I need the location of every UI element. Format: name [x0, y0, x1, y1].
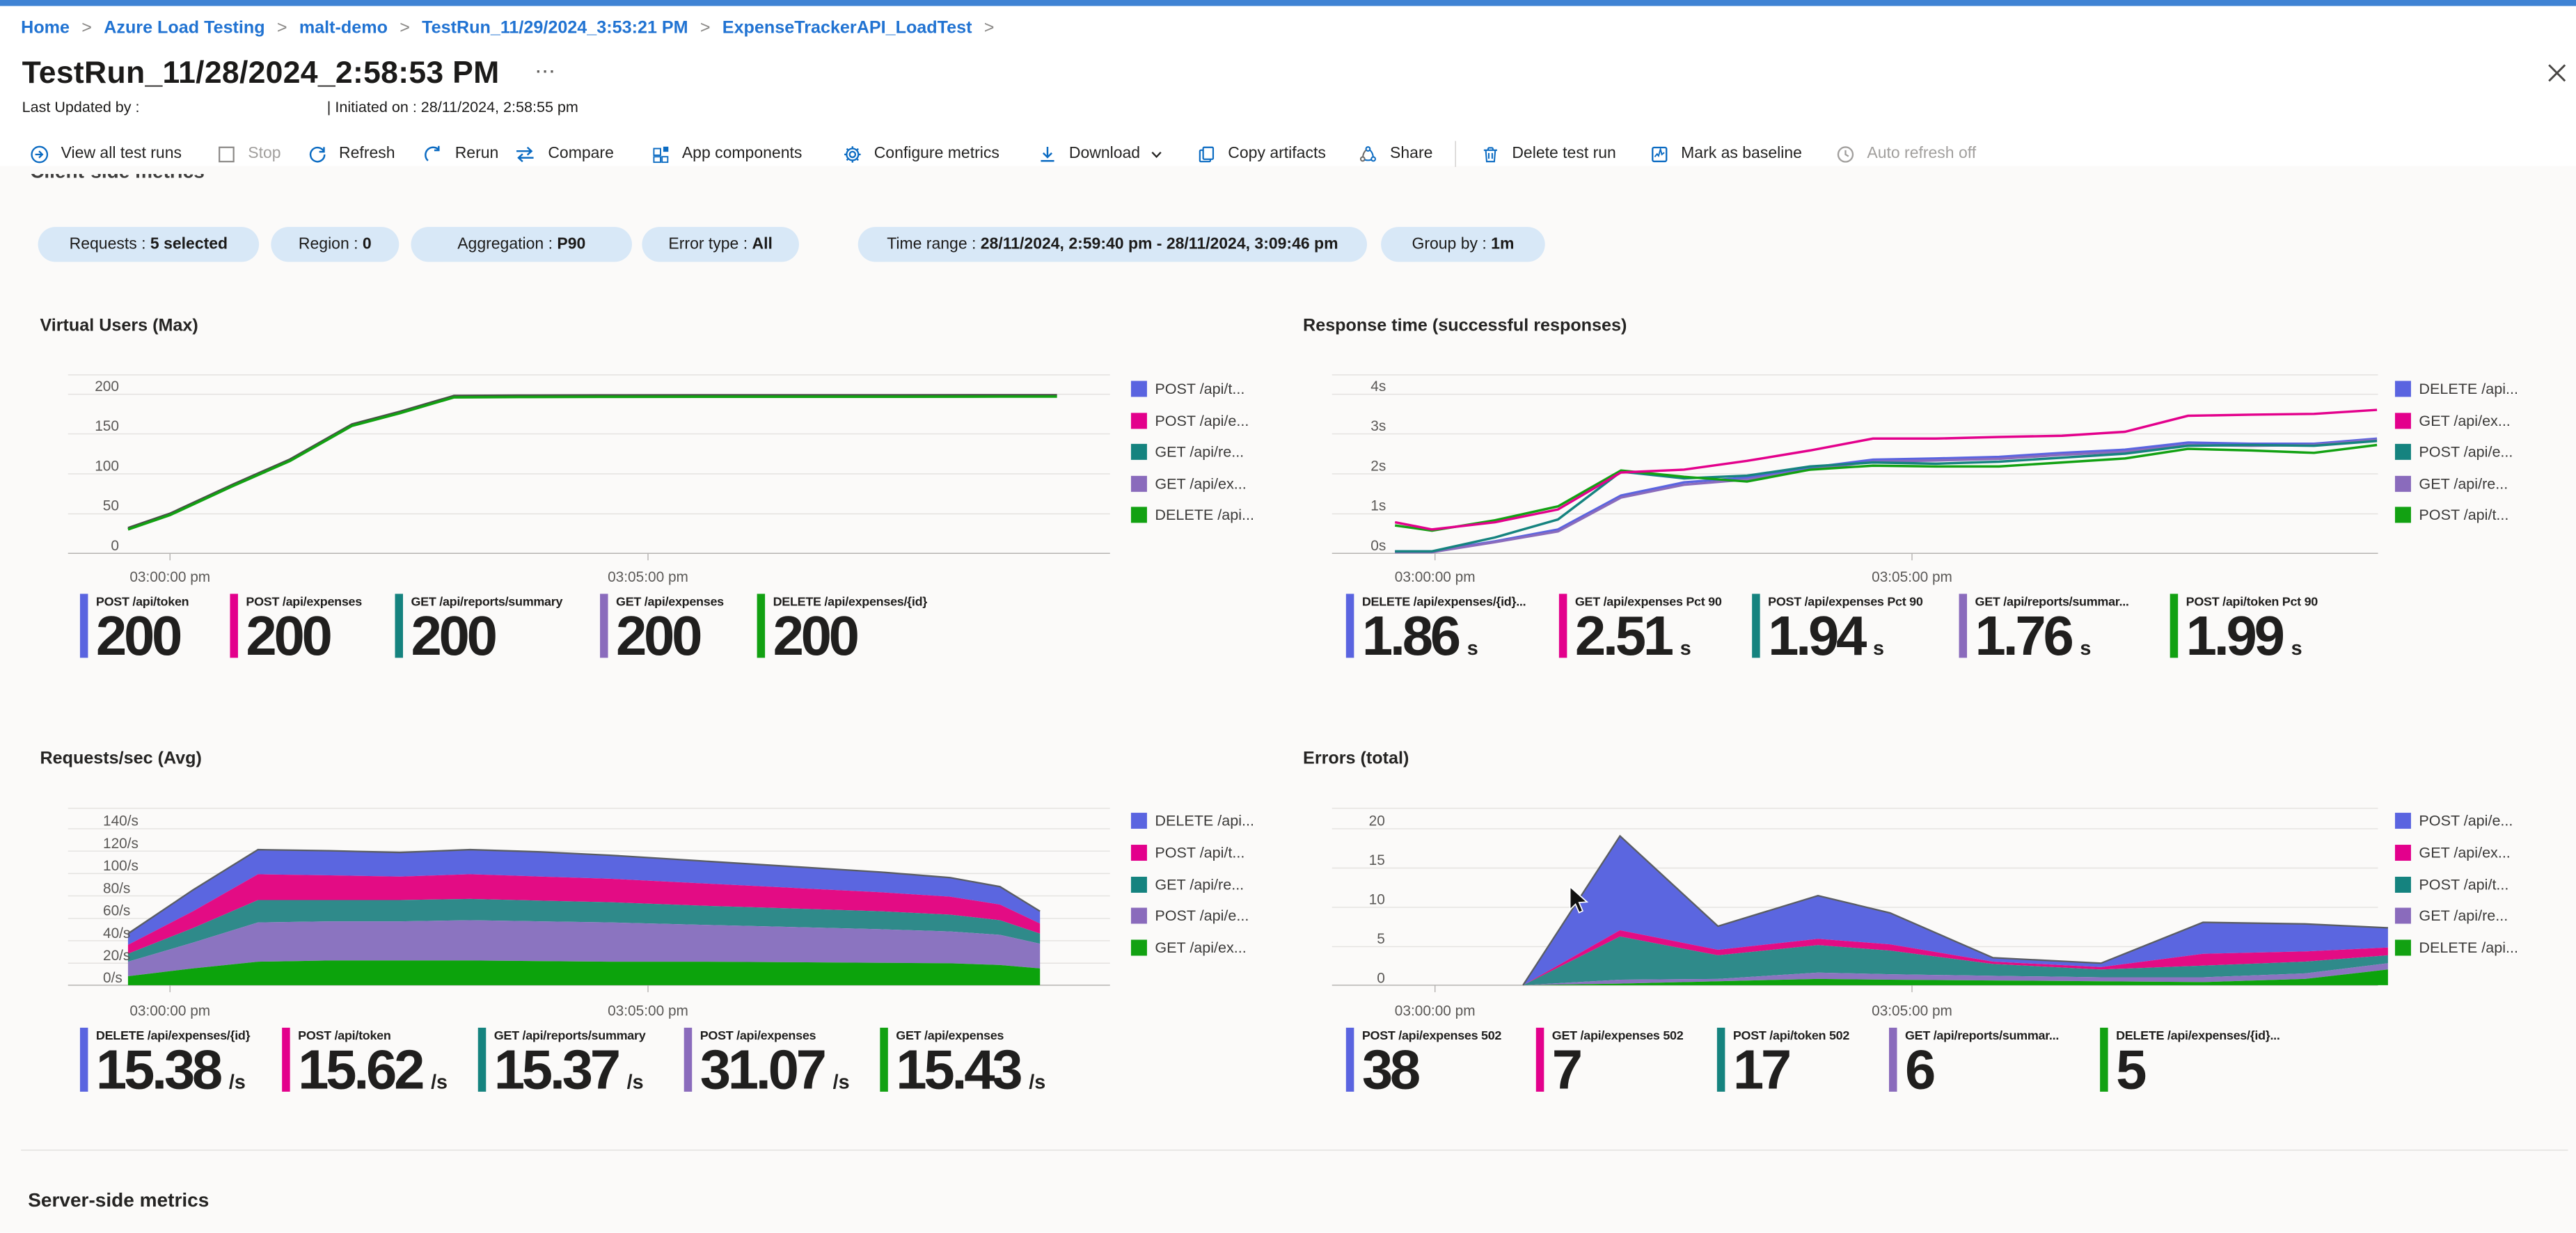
svg-text:5: 5: [1377, 931, 1385, 947]
svg-text:1s: 1s: [1370, 498, 1386, 514]
svg-text:3s: 3s: [1370, 418, 1386, 434]
svg-text:20/s: 20/s: [103, 948, 130, 964]
svg-text:100: 100: [95, 458, 119, 474]
svg-text:03:00:00 pm: 03:00:00 pm: [129, 569, 210, 585]
svg-text:200: 200: [95, 379, 119, 395]
svg-text:40/s: 40/s: [103, 925, 130, 941]
svg-text:140/s: 140/s: [103, 813, 139, 829]
svg-text:100/s: 100/s: [103, 858, 139, 874]
svg-text:0/s: 0/s: [103, 970, 123, 986]
svg-text:15: 15: [1369, 852, 1385, 868]
svg-text:50: 50: [103, 498, 119, 514]
svg-text:03:00:00 pm: 03:00:00 pm: [1395, 569, 1476, 585]
svg-text:03:00:00 pm: 03:00:00 pm: [1395, 1003, 1476, 1019]
svg-text:03:05:00 pm: 03:05:00 pm: [608, 1003, 688, 1019]
svg-text:20: 20: [1369, 813, 1385, 829]
svg-text:03:00:00 pm: 03:00:00 pm: [129, 1003, 210, 1019]
svg-text:80/s: 80/s: [103, 880, 130, 896]
svg-text:03:05:00 pm: 03:05:00 pm: [608, 569, 688, 585]
svg-text:4s: 4s: [1370, 379, 1386, 395]
svg-text:120/s: 120/s: [103, 836, 139, 852]
svg-text:0: 0: [1377, 971, 1385, 987]
svg-text:03:05:00 pm: 03:05:00 pm: [1872, 569, 1952, 585]
svg-text:60/s: 60/s: [103, 903, 130, 919]
svg-text:0s: 0s: [1370, 538, 1386, 554]
svg-text:2s: 2s: [1370, 458, 1386, 474]
svg-text:03:05:00 pm: 03:05:00 pm: [1872, 1003, 1952, 1019]
svg-text:150: 150: [95, 418, 119, 434]
svg-text:0: 0: [111, 538, 119, 554]
svg-text:10: 10: [1369, 892, 1385, 908]
